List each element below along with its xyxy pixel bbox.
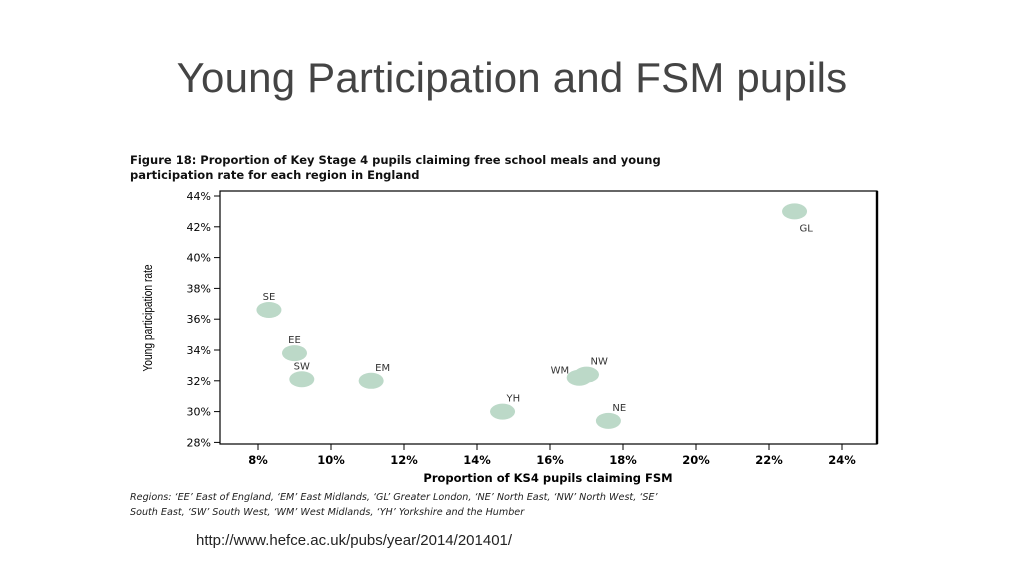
- x-axis-label: Proportion of KS4 pupils claiming FSM: [423, 471, 672, 485]
- y-tick-label: 42%: [187, 221, 211, 234]
- y-tick-label: 32%: [187, 375, 211, 388]
- point-label-ee: EE: [288, 335, 301, 346]
- point-label-wm: WM: [551, 366, 570, 377]
- point-label-se: SE: [263, 292, 276, 303]
- data-points: SE EE SW EM YH WM NW NE GL: [256, 203, 814, 429]
- regions-note: Regions: ‘EE’ East of England, ‘EM’ East…: [130, 490, 890, 520]
- figure-caption: Figure 18: Proportion of Key Stage 4 pup…: [130, 153, 830, 183]
- y-tick-label: 38%: [187, 282, 211, 295]
- y-tick-label: 30%: [187, 406, 211, 419]
- data-point-yh: [490, 403, 516, 420]
- figure-caption-line-1: Figure 18: Proportion of Key Stage 4 pup…: [130, 153, 661, 167]
- point-label-ne: NE: [612, 403, 626, 414]
- x-tick-label: 22%: [755, 453, 783, 467]
- data-point-nw: [574, 366, 599, 383]
- source-url-link[interactable]: http://www.hefce.ac.uk/pubs/year/2014/20…: [196, 532, 513, 549]
- x-axis: 8% 10% 12% 14% 16% 18% 20% 22% 24%: [248, 444, 856, 467]
- data-point-gl: [782, 203, 808, 220]
- x-tick-label: 18%: [609, 453, 637, 467]
- slide-title: Young Participation and FSM pupils: [176, 54, 848, 101]
- plot-frame: [219, 190, 878, 445]
- y-tick-label: 44%: [187, 190, 211, 203]
- x-tick-label: 14%: [463, 453, 491, 467]
- regions-note-line-1: Regions: ‘EE’ East of England, ‘EM’ East…: [130, 492, 658, 503]
- point-label-yh: YH: [506, 394, 521, 405]
- y-tick-label: 34%: [187, 344, 211, 357]
- x-tick-label: 20%: [682, 453, 710, 467]
- point-label-em: EM: [375, 363, 390, 374]
- y-tick-label: 28%: [187, 436, 211, 449]
- y-tick-label: 36%: [187, 313, 211, 326]
- data-point-se: [256, 301, 282, 318]
- point-label-gl: GL: [800, 223, 814, 234]
- y-axis: 28% 30% 32% 34% 36% 38% 40% 42% 44%: [187, 190, 220, 449]
- x-tick-label: 10%: [317, 453, 345, 467]
- regions-note-line-2: South East, ‘SW’ South West, ‘WM’ West M…: [130, 507, 525, 518]
- y-axis-label: Young participation rate: [142, 264, 155, 371]
- point-label-nw: NW: [591, 357, 608, 368]
- data-point-em: [358, 372, 384, 389]
- data-point-sw: [289, 371, 315, 388]
- point-label-sw: SW: [294, 361, 310, 372]
- y-tick-label: 40%: [187, 252, 211, 265]
- x-tick-label: 12%: [390, 453, 418, 467]
- x-tick-label: 24%: [828, 453, 856, 467]
- data-point-ee: [282, 345, 307, 362]
- x-tick-label: 16%: [536, 453, 564, 467]
- figure-caption-line-2: participation rate for each region in En…: [130, 168, 420, 182]
- data-point-ne: [595, 412, 621, 429]
- x-tick-label: 8%: [248, 453, 268, 467]
